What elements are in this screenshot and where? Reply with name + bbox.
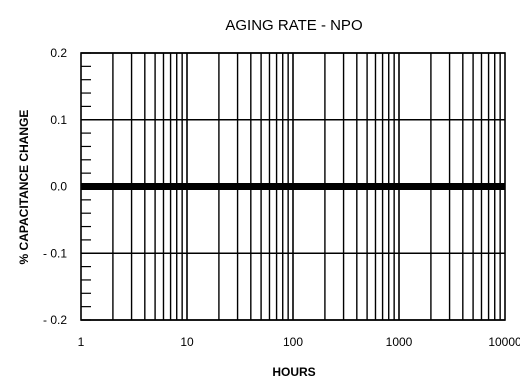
y-tick-label: 0.0 [50,180,67,194]
y-tick-label: 0.1 [50,113,67,127]
x-tick-label: 1000 [386,335,413,349]
x-tick-label: 10 [180,335,194,349]
x-tick-label: 1 [78,335,85,349]
tick-label-layer: 1 10 100 1000 10000 0.2 0.1 0.0 - 0.1 - 0.2 [43,46,520,349]
x-tick-label: 100 [283,335,303,349]
y-tick-label: - 0.1 [43,246,67,260]
x-axis-label: HOURS [272,365,315,379]
y-tick-label: 0.2 [50,46,67,60]
x-tick-label: 10000 [488,335,520,349]
chart-title: AGING RATE - NPO [225,17,362,34]
y-tick-label: - 0.2 [43,313,67,327]
y-axis-label: % CAPACITANCE CHANGE [17,110,31,265]
tick-layer [81,52,91,321]
